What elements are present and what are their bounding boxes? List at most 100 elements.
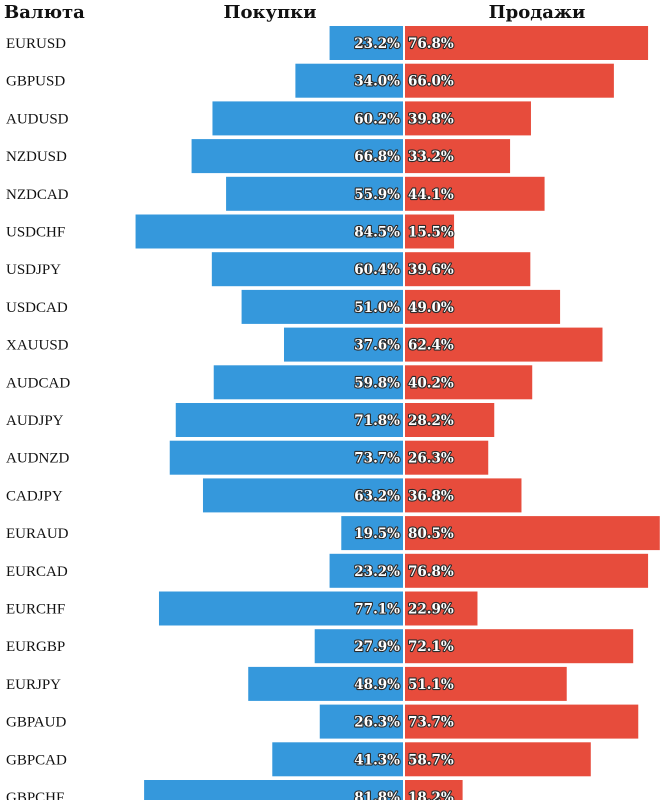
sell-bar	[405, 365, 533, 400]
buy-value-label: 23.2%	[354, 564, 400, 580]
buy-value-label: 60.4%	[354, 262, 400, 278]
sell-value-label: 80.5%	[408, 526, 454, 542]
sell-bar	[405, 478, 522, 513]
pair-label: EURJPY	[6, 677, 61, 693]
sell-value-label: 76.8%	[408, 36, 454, 52]
pair-label: GBPAUD	[6, 715, 66, 731]
buy-value-label: 59.8%	[354, 375, 400, 391]
pair-label: USDJPY	[6, 262, 61, 278]
pair-label: NZDUSD	[6, 149, 67, 165]
pair-label: AUDJPY	[6, 413, 64, 429]
sell-bar	[405, 666, 567, 701]
chart-row: GBPUSD 34.0% 66.0%	[6, 63, 614, 98]
buy-bar	[272, 742, 403, 777]
buy-value-label: 23.2%	[354, 36, 400, 52]
sell-value-label: 39.6%	[408, 262, 454, 278]
buy-value-label: 37.6%	[354, 338, 400, 354]
chart-row: CADJPY 63.2% 36.8%	[6, 478, 522, 513]
buy-value-label: 41.3%	[354, 752, 400, 768]
buy-bar	[144, 780, 403, 800]
sell-value-label: 51.1%	[408, 677, 454, 693]
header-buy: Покупки	[223, 2, 316, 23]
sell-value-label: 62.4%	[408, 338, 454, 354]
chart-row: AUDUSD 60.2% 39.8%	[6, 101, 531, 136]
sell-value-label: 66.0%	[408, 74, 454, 90]
buy-bar	[248, 666, 403, 701]
buy-value-label: 63.2%	[354, 488, 400, 504]
sell-bar	[405, 553, 649, 588]
sell-bar	[405, 403, 495, 437]
buy-value-label: 71.8%	[354, 413, 400, 429]
buy-value-label: 26.3%	[354, 715, 400, 731]
buy-bar	[241, 289, 403, 324]
buy-bar	[158, 591, 403, 626]
buy-value-label: 51.0%	[354, 300, 400, 316]
pair-label: EURUSD	[6, 36, 66, 52]
pair-label: GBPCHF	[6, 790, 64, 800]
buy-value-label: 84.5%	[354, 225, 400, 241]
sell-value-label: 73.7%	[408, 715, 454, 731]
buy-value-label: 66.8%	[354, 149, 400, 165]
sell-bar	[405, 742, 591, 777]
buy-bar	[295, 63, 403, 98]
pair-label: AUDUSD	[6, 111, 69, 127]
buy-value-label: 81.8%	[354, 790, 400, 800]
sell-value-label: 39.8%	[408, 111, 454, 127]
sell-bar	[405, 591, 478, 626]
sell-bar	[405, 176, 545, 211]
chart-row: XAUUSD 37.6% 62.4%	[6, 327, 603, 362]
pair-label: GBPUSD	[6, 74, 65, 90]
chart-row: AUDCAD 59.8% 40.2%	[6, 365, 533, 400]
sell-value-label: 44.1%	[408, 187, 454, 203]
pair-label: CADJPY	[6, 488, 63, 504]
buy-bar	[135, 214, 403, 249]
pair-label: AUDNZD	[6, 451, 69, 467]
chart-rows: EURUSD 23.2% 76.8% GBPUSD 34.0% 66.0% AUDUSD 60…	[6, 26, 660, 800]
chart-row: EURGBP 27.9% 72.1%	[6, 629, 634, 664]
pair-label: NZDCAD	[6, 187, 69, 203]
pair-label: USDCAD	[6, 300, 68, 316]
sell-value-label: 36.8%	[408, 488, 454, 504]
pair-label: EURAUD	[6, 526, 69, 542]
sell-value-label: 40.2%	[408, 375, 454, 391]
sell-bar	[405, 327, 603, 362]
chart-row: USDCHF 84.5% 15.5%	[6, 214, 455, 249]
buy-bar	[329, 26, 403, 60]
header-sell: Продажи	[489, 2, 586, 23]
chart-row: EURCHF 77.1% 22.9%	[6, 591, 478, 626]
buy-bar	[169, 440, 403, 475]
buy-bar	[191, 139, 403, 174]
chart-row: GBPCAD 41.3% 58.7%	[6, 742, 591, 777]
buy-bar	[341, 516, 403, 551]
sell-value-label: 33.2%	[408, 149, 454, 165]
sell-bar	[405, 289, 561, 324]
sell-bar	[405, 214, 455, 249]
pair-label: EURCAD	[6, 564, 68, 580]
buy-bar	[319, 704, 403, 739]
sell-bar	[405, 629, 634, 664]
buy-bar	[213, 365, 403, 400]
buy-bar	[226, 176, 403, 211]
chart-row: USDJPY 60.4% 39.6%	[6, 252, 531, 287]
chart-row: NZDUSD 66.8% 33.2%	[6, 139, 511, 174]
buy-value-label: 55.9%	[354, 187, 400, 203]
chart-row: EURUSD 23.2% 76.8%	[6, 26, 649, 60]
header-pair: Валюта	[4, 2, 85, 23]
pair-label: EURGBP	[6, 639, 65, 655]
pair-label: EURCHF	[6, 602, 65, 618]
chart-row: AUDNZD 73.7% 26.3%	[6, 440, 489, 475]
sell-value-label: 49.0%	[408, 300, 454, 316]
chart-row: EURJPY 48.9% 51.1%	[6, 666, 567, 701]
sell-value-label: 15.5%	[408, 225, 454, 241]
buy-value-label: 19.5%	[354, 526, 400, 542]
chart-row: GBPCHF 81.8% 18.2%	[6, 780, 463, 800]
sell-bar	[405, 780, 463, 800]
sell-value-label: 58.7%	[408, 752, 454, 768]
sell-bar	[405, 440, 489, 475]
chart-row: EURAUD 19.5% 80.5%	[6, 516, 660, 551]
sell-bar	[405, 63, 614, 98]
sell-bar	[405, 704, 639, 739]
sell-bar	[405, 516, 660, 551]
chart-row: USDCAD 51.0% 49.0%	[6, 289, 561, 324]
